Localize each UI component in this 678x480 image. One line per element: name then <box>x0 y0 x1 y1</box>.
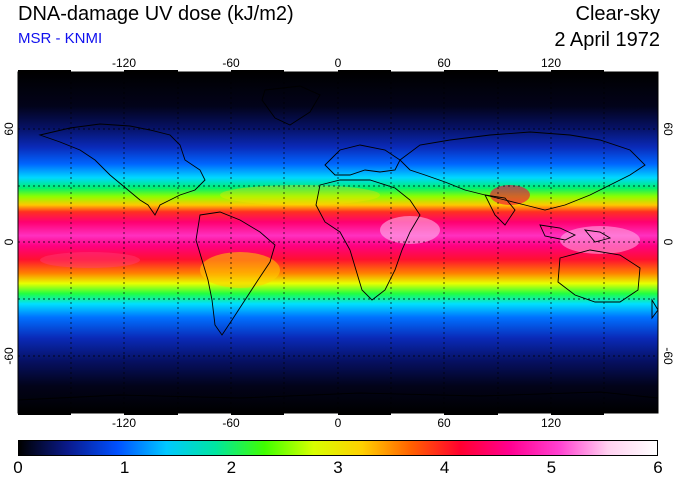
color-scale-tick: 5 <box>546 458 557 477</box>
date-label: 2 April 1972 <box>554 29 660 51</box>
color-scale-tick: 4 <box>439 458 450 477</box>
lon-tick-top: -60 <box>222 56 240 70</box>
lon-tick-bottom: -120 <box>112 416 136 430</box>
map-border <box>17 71 659 414</box>
color-scale-bar <box>18 440 658 456</box>
lon-tick-top: 0 <box>335 56 342 70</box>
lat-tick-left: 60 <box>2 122 16 136</box>
gridlines <box>18 72 658 413</box>
color-scale-tick: 0 <box>13 458 23 477</box>
lon-tick-bottom: 120 <box>541 416 561 430</box>
color-scale-tick: 3 <box>333 458 343 477</box>
lon-tick-top: -120 <box>112 56 136 70</box>
lon-tick-top: 60 <box>437 56 451 70</box>
color-scale-tick: 2 <box>226 458 237 477</box>
lat-tick-left: -60 <box>2 347 16 365</box>
lon-tick-bottom: -60 <box>222 416 240 430</box>
lat-tick-right: 0 <box>661 239 675 246</box>
color-scale-tick: 1 <box>119 458 130 477</box>
lat-tick-left: 0 <box>2 238 16 245</box>
lat-tick-right: -60 <box>661 347 675 365</box>
data-source-label: MSR - KNMI <box>18 30 103 47</box>
lat-tick-right: 60 <box>661 122 675 136</box>
map-title: DNA-damage UV dose (kJ/m2) <box>18 3 294 25</box>
sky-condition-label: Clear-sky <box>575 3 660 25</box>
lon-tick-bottom: 60 <box>437 416 451 430</box>
color-scale-tick: 6 <box>653 458 663 477</box>
lon-tick-top: 120 <box>541 56 561 70</box>
lon-tick-bottom: 0 <box>335 416 342 430</box>
